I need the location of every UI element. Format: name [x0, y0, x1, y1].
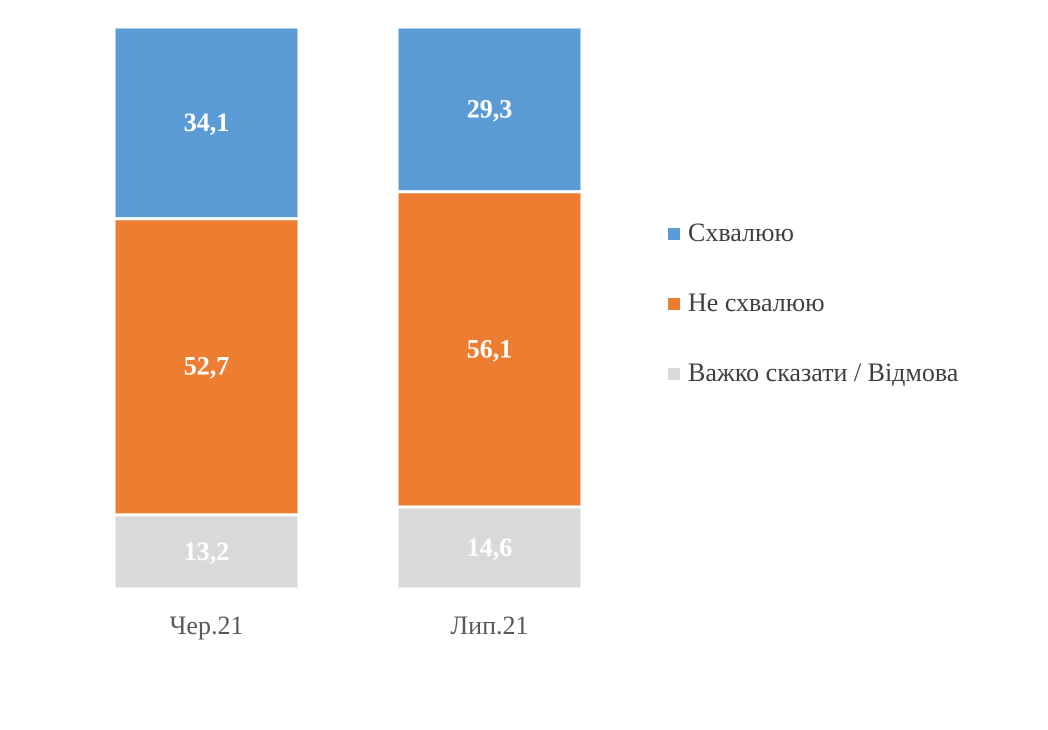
value-label: 14,6	[467, 533, 513, 562]
legend-label: Не схвалюю	[688, 288, 825, 317]
legend-swatch	[668, 368, 680, 380]
legend-label: Важко сказати / Відмова	[688, 358, 959, 387]
bar-segment	[112, 217, 301, 517]
value-label: 29,3	[467, 94, 513, 123]
bar-segment	[112, 513, 301, 591]
value-label: 13,2	[184, 537, 230, 566]
x-tick-label: Чер.21	[170, 611, 244, 640]
bar-segment	[395, 505, 584, 591]
bar-segment	[395, 25, 584, 194]
legend-swatch	[668, 228, 680, 240]
x-tick-label: Лип.21	[451, 611, 529, 640]
bar-segment	[395, 190, 584, 509]
legend-swatch	[668, 298, 680, 310]
legend-label: Схвалюю	[688, 218, 794, 247]
bar-segment	[112, 25, 301, 221]
value-label: 52,7	[184, 352, 230, 381]
value-label: 34,1	[184, 108, 230, 137]
value-label: 56,1	[467, 334, 513, 363]
